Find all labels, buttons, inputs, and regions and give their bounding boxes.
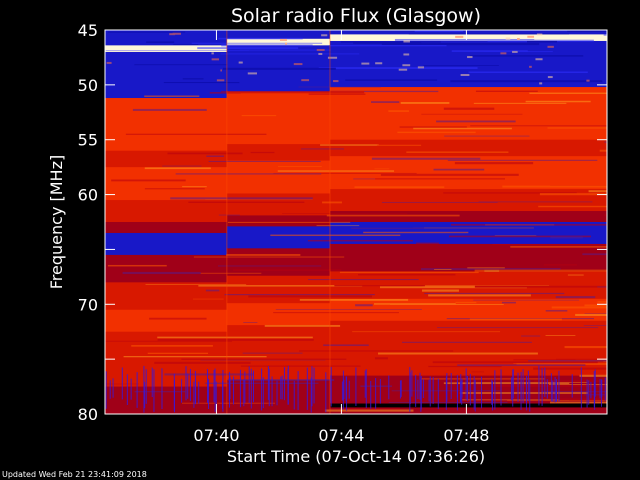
band-18-seg-0 bbox=[105, 364, 228, 388]
band-6-seg-1 bbox=[226, 91, 331, 107]
band-1-seg-1 bbox=[226, 30, 331, 40]
band-8-seg-1 bbox=[226, 144, 331, 162]
band-5-seg-0 bbox=[105, 90, 228, 99]
band-19-seg-1 bbox=[226, 379, 331, 408]
band-9-seg-1 bbox=[226, 160, 331, 184]
band-9-seg-0 bbox=[105, 167, 228, 190]
band-13-seg-0 bbox=[105, 232, 228, 256]
y-tick-label-5: 70 bbox=[78, 295, 98, 314]
x-axis: 07:40 07:44 07:48 bbox=[193, 30, 489, 445]
y-tick-label-3: 60 bbox=[78, 186, 98, 205]
band-14-seg-0 bbox=[105, 254, 228, 283]
spectrogram-plot bbox=[105, 30, 607, 414]
band-10-seg-1 bbox=[226, 182, 331, 194]
band-8-seg-2 bbox=[329, 139, 607, 157]
y-tick-label-7: 80 bbox=[78, 405, 98, 424]
bursts bbox=[105, 365, 607, 413]
band-12-seg-1 bbox=[226, 215, 331, 227]
band-16-seg-0 bbox=[105, 309, 228, 333]
y-axis-title: Frequency [MHz] bbox=[47, 155, 66, 289]
band-12-seg-2 bbox=[329, 211, 607, 223]
y-tick-label-1: 50 bbox=[78, 76, 98, 95]
x-tick-label-2: 07:48 bbox=[443, 426, 489, 445]
band-3-seg-0 bbox=[105, 51, 228, 69]
band-8-seg-0 bbox=[105, 150, 228, 168]
band-11-seg-2 bbox=[329, 189, 607, 212]
band-13-seg-1 bbox=[226, 226, 331, 249]
band-4-seg-0 bbox=[105, 68, 228, 91]
band-1-seg-2 bbox=[329, 30, 607, 35]
band-10-seg-0 bbox=[105, 189, 228, 201]
band-11-seg-0 bbox=[105, 200, 228, 223]
y-tick-label-2: 55 bbox=[78, 131, 98, 150]
band-14-seg-1 bbox=[226, 248, 331, 277]
band-1-seg-0 bbox=[105, 36, 228, 46]
band-7-seg-1 bbox=[226, 105, 331, 145]
band-0-seg-0 bbox=[105, 30, 228, 38]
band-2-seg-0 bbox=[105, 45, 228, 53]
plot-frame bbox=[104, 29, 608, 415]
x-tick-label-1: 07:44 bbox=[318, 426, 364, 445]
x-tick-label-0: 07:40 bbox=[193, 426, 239, 445]
band-11-seg-1 bbox=[226, 193, 331, 216]
update-footer: Updated Wed Feb 21 23:41:09 2018 bbox=[2, 470, 147, 479]
chart-title: Solar radio Flux (Glasgow) bbox=[231, 5, 481, 27]
band-17-seg-2 bbox=[329, 320, 607, 355]
x-axis-title: Start Time (07-Oct-14 07:36:26) bbox=[227, 447, 485, 466]
band-7-seg-0 bbox=[105, 112, 228, 152]
band-4-seg-1 bbox=[226, 61, 331, 85]
band-12-seg-0 bbox=[105, 222, 228, 234]
y-tick-label-0: 45 bbox=[78, 21, 98, 40]
band-18-seg-1 bbox=[226, 358, 331, 381]
band-2-seg-1 bbox=[226, 38, 331, 46]
band-6-seg-2 bbox=[329, 87, 607, 102]
band-14-seg-2 bbox=[329, 243, 607, 272]
band-2-seg-2 bbox=[329, 34, 607, 42]
y-axis: 45 50 55 60 70 80 bbox=[78, 21, 607, 424]
spectral-texture bbox=[105, 30, 607, 412]
band-15-seg-0 bbox=[105, 282, 228, 311]
band-5-seg-1 bbox=[226, 83, 331, 92]
band-5-seg-2 bbox=[329, 79, 607, 88]
band-10-seg-2 bbox=[329, 178, 607, 190]
band-16-seg-1 bbox=[226, 303, 331, 326]
